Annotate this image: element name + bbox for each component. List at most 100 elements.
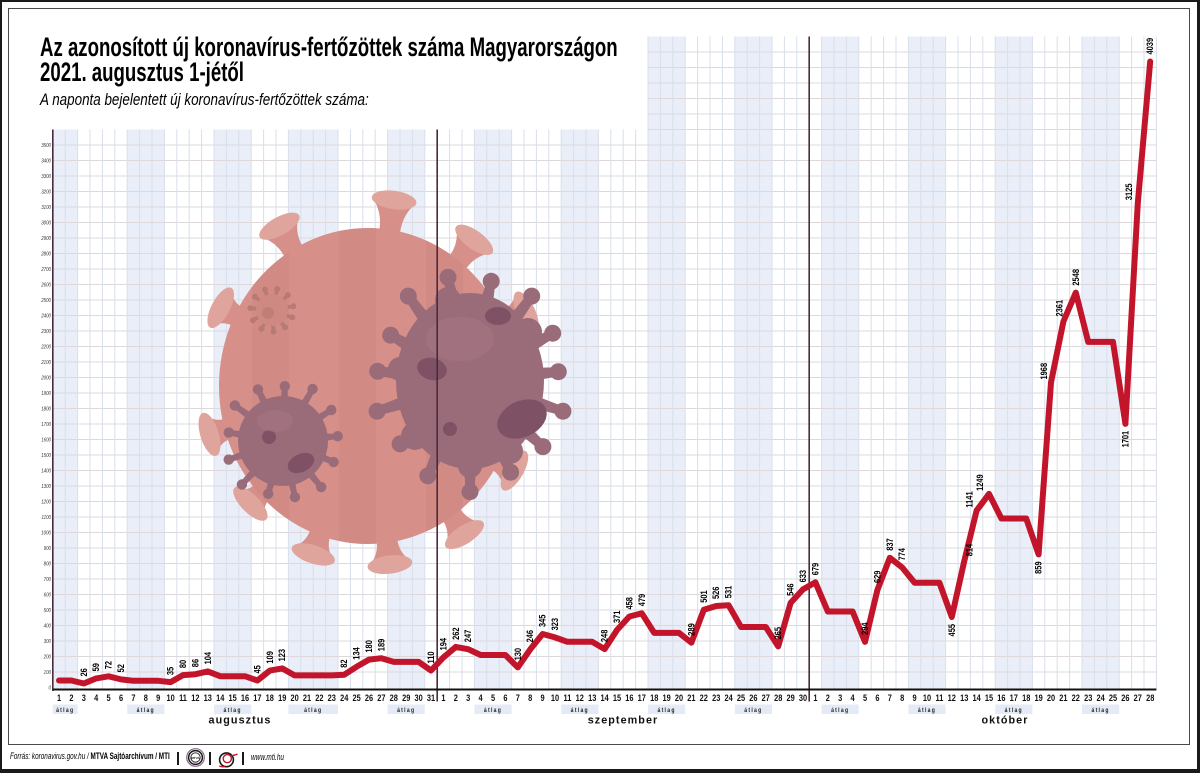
svg-text:1400: 1400 xyxy=(41,468,51,475)
svg-text:16: 16 xyxy=(241,692,249,703)
svg-text:110: 110 xyxy=(426,651,436,663)
svg-text:25: 25 xyxy=(352,692,360,703)
svg-text:23: 23 xyxy=(1084,692,1092,703)
svg-text:október: október xyxy=(981,714,1028,726)
svg-text:15: 15 xyxy=(613,692,621,703)
svg-text:19: 19 xyxy=(662,692,670,703)
svg-text:28: 28 xyxy=(774,692,782,703)
svg-text:1800: 1800 xyxy=(41,406,51,413)
svg-text:104: 104 xyxy=(203,652,213,665)
svg-text:82: 82 xyxy=(340,659,350,668)
svg-text:289: 289 xyxy=(687,623,697,636)
svg-text:2400: 2400 xyxy=(40,313,51,320)
svg-text:22: 22 xyxy=(700,692,708,703)
svg-text:11: 11 xyxy=(179,692,187,703)
svg-text:szeptember: szeptember xyxy=(588,714,659,726)
svg-text:átlag: átlag xyxy=(571,707,589,713)
svg-text:2: 2 xyxy=(826,692,830,703)
svg-text:18: 18 xyxy=(650,692,658,703)
svg-text:323: 323 xyxy=(550,618,560,631)
svg-text:1600: 1600 xyxy=(41,437,51,444)
svg-text:189: 189 xyxy=(377,638,387,651)
svg-text:35: 35 xyxy=(166,666,176,675)
svg-text:7: 7 xyxy=(888,692,892,703)
svg-text:371: 371 xyxy=(612,610,622,623)
svg-text:6: 6 xyxy=(875,692,879,703)
svg-text:194: 194 xyxy=(439,638,449,651)
svg-text:2361: 2361 xyxy=(1055,300,1065,317)
svg-text:18: 18 xyxy=(1022,692,1030,703)
svg-text:1700: 1700 xyxy=(41,422,51,429)
svg-text:200: 200 xyxy=(43,654,51,661)
svg-text:2500: 2500 xyxy=(40,298,51,305)
svg-text:19: 19 xyxy=(278,692,286,703)
svg-text:2100: 2100 xyxy=(40,360,51,367)
svg-text:246: 246 xyxy=(526,630,536,643)
svg-text:1: 1 xyxy=(441,692,445,703)
svg-text:14: 14 xyxy=(216,692,224,703)
svg-text:26: 26 xyxy=(749,692,757,703)
svg-text:86: 86 xyxy=(191,659,201,668)
svg-text:1: 1 xyxy=(813,692,817,703)
svg-text:14: 14 xyxy=(600,692,608,703)
svg-text:3125: 3125 xyxy=(1124,183,1134,200)
svg-text:átlag: átlag xyxy=(484,707,502,713)
svg-text:1900: 1900 xyxy=(41,391,51,398)
svg-text:átlag: átlag xyxy=(397,707,415,713)
svg-text:23: 23 xyxy=(712,692,720,703)
svg-text:4: 4 xyxy=(94,692,98,703)
svg-text:72: 72 xyxy=(104,661,114,670)
svg-text:átlag: átlag xyxy=(223,707,241,713)
svg-text:1249: 1249 xyxy=(975,474,985,491)
svg-text:átlag: átlag xyxy=(137,707,155,713)
svg-text:1701: 1701 xyxy=(1121,430,1131,447)
svg-text:2000: 2000 xyxy=(40,375,51,382)
svg-text:1141: 1141 xyxy=(965,491,975,508)
svg-text:MTVA: MTVA xyxy=(191,756,200,760)
svg-text:45: 45 xyxy=(253,665,263,674)
svg-text:21: 21 xyxy=(1059,692,1067,703)
svg-text:130: 130 xyxy=(513,648,523,661)
svg-text:27: 27 xyxy=(1134,692,1142,703)
svg-text:3000: 3000 xyxy=(41,220,51,227)
svg-text:80: 80 xyxy=(178,659,188,668)
svg-text:1500: 1500 xyxy=(41,453,51,460)
svg-text:28: 28 xyxy=(1146,692,1154,703)
svg-text:21: 21 xyxy=(687,692,695,703)
svg-text:3200: 3200 xyxy=(41,189,51,196)
svg-text:458: 458 xyxy=(625,597,635,610)
svg-text:3: 3 xyxy=(466,692,470,703)
svg-text:501: 501 xyxy=(699,590,709,603)
svg-text:123: 123 xyxy=(278,649,288,662)
svg-text:4: 4 xyxy=(851,692,855,703)
svg-text:629: 629 xyxy=(873,570,883,583)
svg-text:2700: 2700 xyxy=(40,267,51,274)
svg-text:3500: 3500 xyxy=(41,143,51,150)
svg-text:átlag: átlag xyxy=(657,707,675,713)
svg-text:1968: 1968 xyxy=(1039,363,1049,380)
svg-text:479: 479 xyxy=(637,593,647,606)
svg-text:2300: 2300 xyxy=(40,329,51,336)
svg-text:52: 52 xyxy=(116,664,126,673)
svg-text:2800: 2800 xyxy=(40,251,51,258)
svg-text:19: 19 xyxy=(1034,692,1042,703)
svg-text:11: 11 xyxy=(935,692,943,703)
svg-text:837: 837 xyxy=(885,538,895,551)
svg-text:26: 26 xyxy=(1121,692,1129,703)
svg-text:20: 20 xyxy=(290,692,298,703)
svg-text:8: 8 xyxy=(144,692,148,703)
svg-text:14: 14 xyxy=(972,692,980,703)
svg-text:59: 59 xyxy=(92,663,102,672)
svg-text:18: 18 xyxy=(266,692,274,703)
svg-text:10: 10 xyxy=(551,692,559,703)
svg-text:633: 633 xyxy=(798,570,808,583)
svg-text:5: 5 xyxy=(491,692,495,703)
svg-text:3400: 3400 xyxy=(41,158,51,165)
svg-text:13: 13 xyxy=(960,692,968,703)
svg-text:0: 0 xyxy=(49,685,52,692)
svg-text:12: 12 xyxy=(576,692,584,703)
svg-text:16: 16 xyxy=(625,692,633,703)
svg-text:679: 679 xyxy=(811,562,821,575)
svg-text:700: 700 xyxy=(44,577,52,584)
svg-text:13: 13 xyxy=(588,692,596,703)
